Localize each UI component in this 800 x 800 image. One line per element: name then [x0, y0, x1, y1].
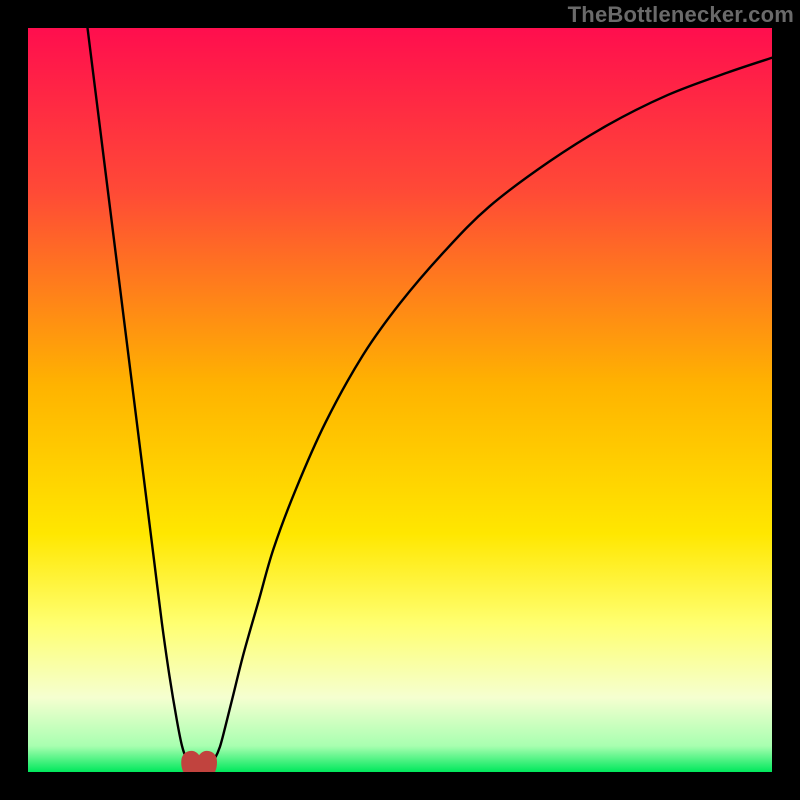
chart-frame: TheBottlenecker.com [0, 0, 800, 800]
u-marker [191, 761, 207, 772]
bottleneck-curve-chart [28, 28, 772, 772]
watermark-label: TheBottlenecker.com [568, 2, 794, 28]
gradient-background [28, 28, 772, 772]
plot-area [28, 28, 772, 772]
